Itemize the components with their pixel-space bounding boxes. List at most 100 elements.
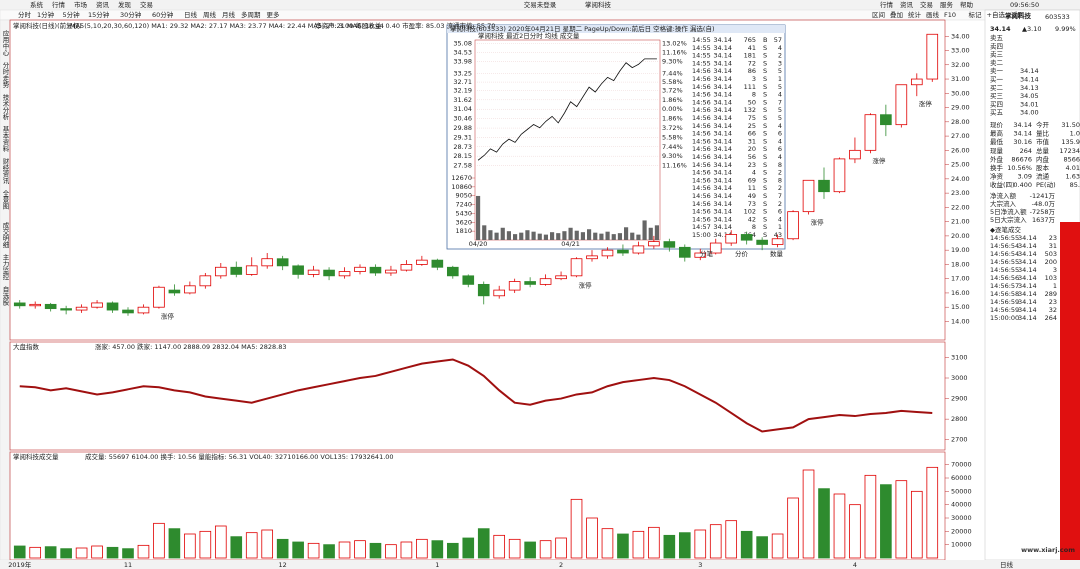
sidebar-tab[interactable]: 财经资讯	[1, 157, 9, 186]
trade-cell: 34.14	[713, 83, 732, 91]
volume-bar	[75, 547, 88, 559]
candle-body	[276, 258, 289, 267]
sidebar-tab[interactable]: 分时走势	[1, 61, 9, 90]
trade-cell: 34.14	[713, 137, 732, 145]
stat-label: 内盘	[1036, 154, 1050, 163]
volume-bar	[539, 540, 552, 559]
v-tick-label: 10860	[451, 183, 472, 191]
trade-cell: 34.14	[713, 192, 732, 200]
trade-cell: 25	[748, 122, 756, 130]
volume-bar	[740, 530, 753, 559]
popup-subtitle: 掌阅科技 最近2日分时 均线 成交量	[478, 31, 580, 40]
trade-cell: 14:56	[692, 192, 711, 200]
menu-item[interactable]: 资讯	[96, 0, 110, 9]
y-tick-label: 15.00	[951, 303, 970, 311]
sidebar-tab[interactable]: 主力监控	[1, 253, 9, 281]
menu-right[interactable]: 资讯	[900, 0, 914, 9]
tool-button[interactable]: 标记	[969, 10, 983, 19]
sidebar-tab[interactable]: 技术分析	[1, 93, 9, 122]
menu-item[interactable]: 系统	[30, 0, 44, 9]
volume-bar	[880, 484, 892, 559]
sidebar-tab[interactable]: 成交明细	[1, 221, 9, 250]
menu-item[interactable]: 市场	[74, 0, 88, 9]
popup-button[interactable]: 数量	[770, 249, 784, 258]
annotation: 涨停	[872, 156, 886, 165]
period-tab[interactable]: 月线	[222, 10, 236, 19]
trade-cell: 69	[748, 176, 756, 184]
period-tab[interactable]: 60分钟	[152, 10, 174, 19]
intraday-volume	[648, 227, 653, 240]
period-tab[interactable]: 更多	[267, 10, 281, 19]
period-tab[interactable]: 1分钟	[37, 10, 55, 19]
trade-cell: 4	[778, 91, 782, 99]
candle-body	[292, 265, 304, 275]
trade-cell: 14:56	[692, 137, 711, 145]
tool-button[interactable]: +自选	[987, 10, 1006, 19]
trade-cell: S	[763, 161, 767, 169]
tool-button[interactable]: 统计	[908, 10, 922, 19]
tick-time: 15:00:00	[990, 314, 1019, 322]
trade-cell: 5	[778, 67, 782, 75]
trade-cell: S	[763, 169, 767, 177]
popup-button[interactable]: 分价	[735, 249, 749, 258]
period-tab[interactable]: 15分钟	[88, 10, 110, 19]
period-tab[interactable]: 周线	[203, 10, 217, 19]
chart-title: 掌阅科技(日线)(前复权)	[13, 21, 82, 30]
tick-time: 14:56:55	[990, 234, 1019, 242]
tool-button[interactable]: 叠加	[890, 10, 903, 19]
period-tab[interactable]: 30分钟	[120, 10, 142, 19]
trade-cell: 7	[778, 192, 782, 200]
stat-label: 股本	[1036, 163, 1050, 172]
tool-button[interactable]: 返回	[1011, 11, 1024, 19]
period-tab[interactable]: 分时	[18, 10, 32, 19]
trade-cell: 72	[748, 59, 756, 67]
stat-value: 3.09	[1018, 173, 1032, 181]
candle-body	[725, 234, 738, 244]
y-tick-label: 70000	[951, 461, 972, 469]
tick-price: 34.14	[1018, 274, 1037, 282]
period-tab[interactable]: 日线	[184, 10, 198, 19]
sidebar-tab[interactable]: 自选股	[1, 285, 9, 307]
menu-item[interactable]: 行情	[52, 0, 66, 9]
tick-price: 34.14	[1018, 258, 1037, 266]
period-tab[interactable]: 5分钟	[63, 10, 81, 19]
menu-right[interactable]: 帮助	[960, 0, 974, 9]
flow-label: 5日大宗流入	[990, 215, 1027, 224]
sidebar-tab[interactable]: 应用中心	[1, 29, 9, 57]
volume-bar	[292, 541, 304, 559]
menu-right[interactable]: 服务	[940, 0, 954, 9]
popup-button[interactable]: 分笔	[700, 249, 714, 258]
tool-button[interactable]: 画线	[926, 10, 940, 19]
trade-cell: S	[763, 145, 767, 153]
menu-right[interactable]: 行情	[880, 0, 894, 9]
status: 日线	[1000, 560, 1014, 569]
trade-cell: 14:56	[692, 184, 711, 192]
watermark: www.xiarj.com	[1021, 546, 1075, 554]
stat-value: 264	[1020, 147, 1032, 155]
tick-price: 34.14	[1018, 290, 1037, 298]
volume-bar	[756, 536, 768, 559]
sidebar-tab[interactable]: 全景图	[1, 189, 9, 211]
volume-bar	[416, 538, 428, 559]
y-tick-label: 20000	[951, 527, 972, 535]
y-tick-label: 60000	[951, 474, 972, 482]
flow-label: 净流入额	[990, 191, 1017, 200]
v-tick-label: 1810	[455, 227, 472, 235]
candle-body	[493, 289, 506, 297]
tick-vol: 3	[1053, 266, 1057, 274]
trade-cell: 34.14	[713, 145, 732, 153]
y2-tick-label: 7.44%	[662, 69, 683, 77]
sidebar-tab[interactable]: 基本资料	[1, 125, 9, 154]
tool-button[interactable]: F10	[944, 11, 956, 19]
tool-button[interactable]: 区间	[872, 11, 885, 19]
volume-bar	[369, 542, 382, 559]
stat-value: 34.14	[1013, 130, 1032, 138]
period-tab[interactable]: 多周期	[241, 10, 261, 19]
y2-tick-label: 11.16%	[662, 161, 687, 169]
menu-item[interactable]: 交易	[140, 0, 153, 9]
trade-cell: S	[763, 98, 767, 106]
menu-item[interactable]: 发现	[118, 0, 132, 9]
stat-label: 收益(四)	[990, 180, 1015, 189]
menu-right[interactable]: 交易	[920, 0, 933, 9]
tick-time: 14:56:54	[990, 242, 1019, 250]
